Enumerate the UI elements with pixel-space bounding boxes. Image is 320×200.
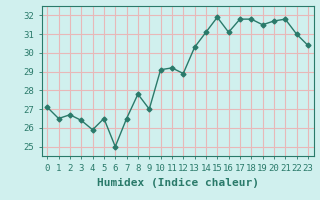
X-axis label: Humidex (Indice chaleur): Humidex (Indice chaleur): [97, 178, 259, 188]
